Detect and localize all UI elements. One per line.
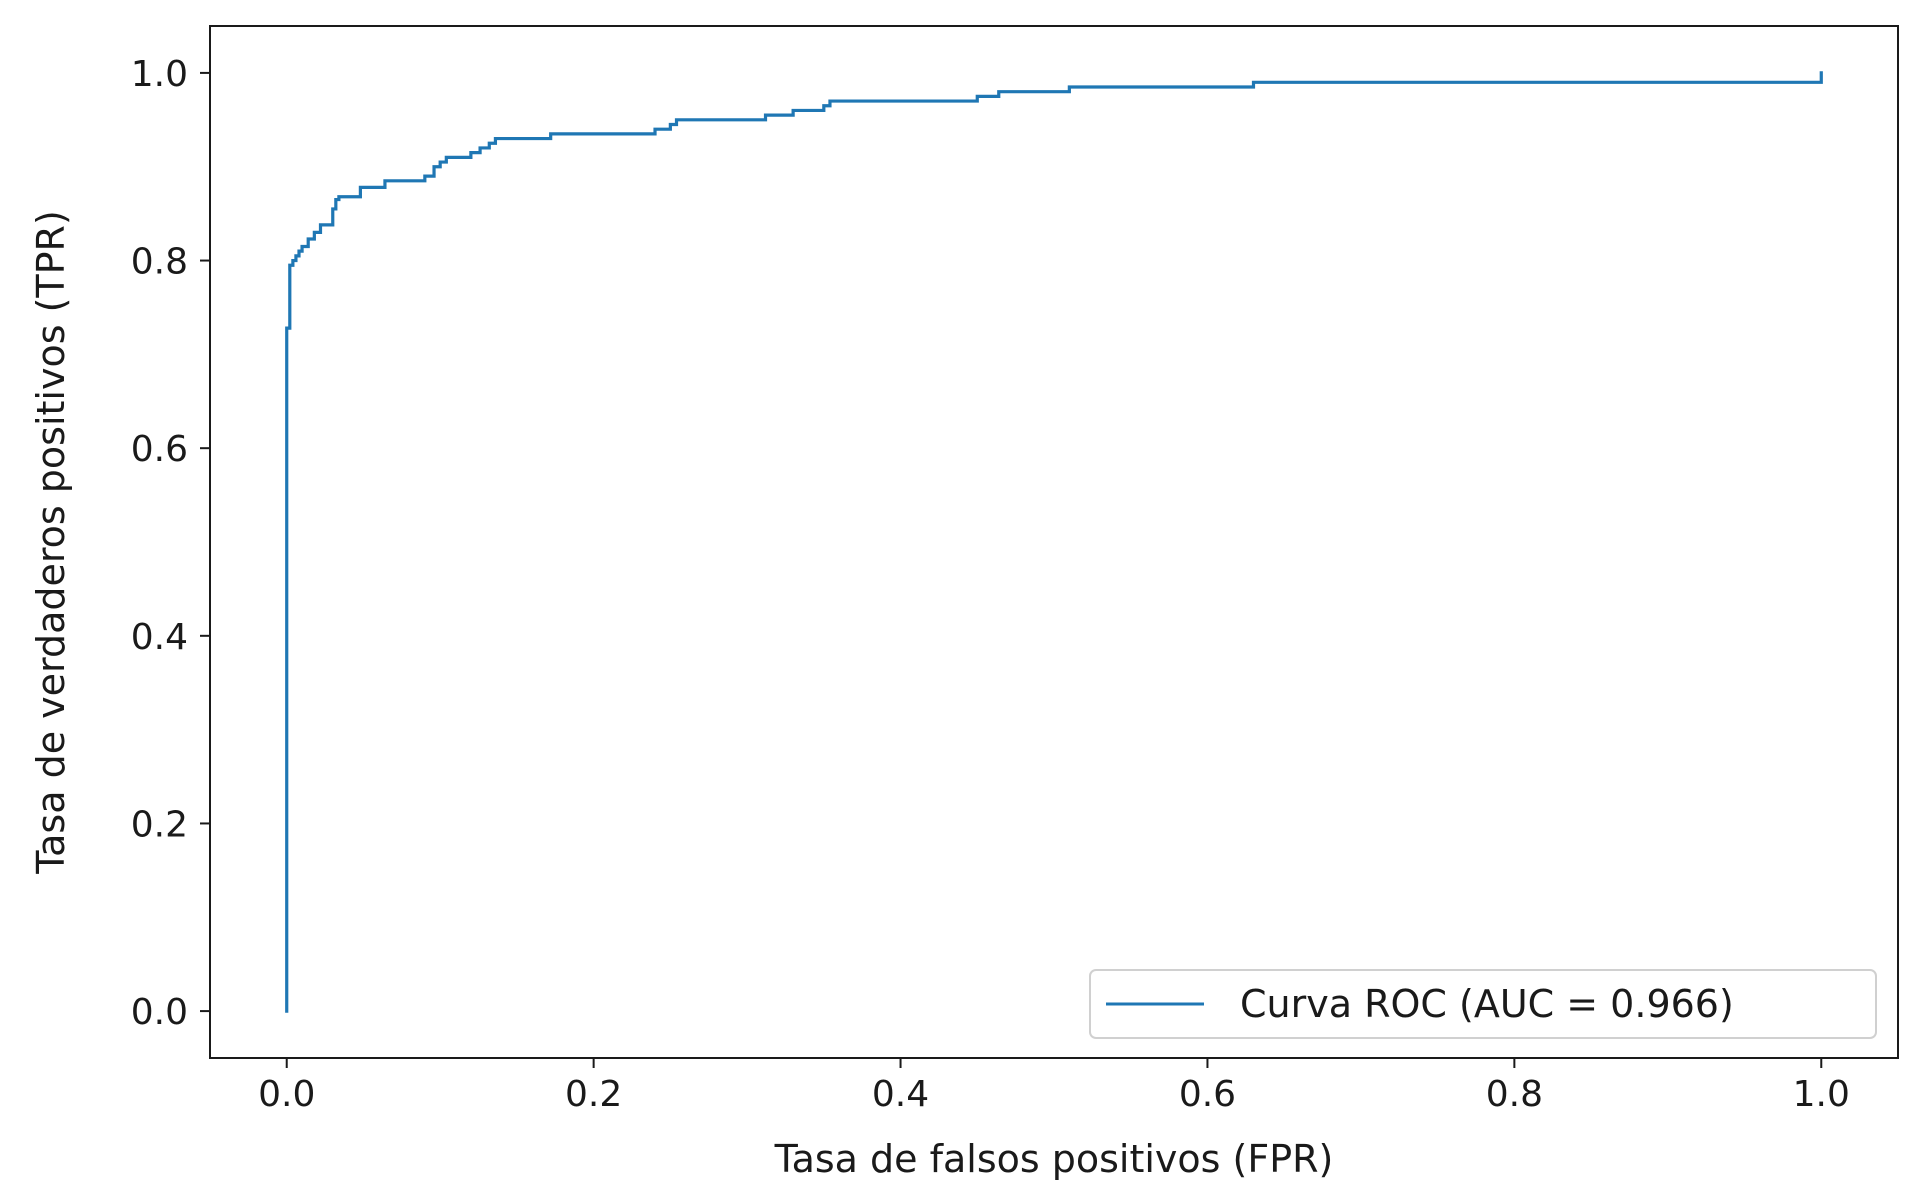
plot-area-frame — [209, 25, 1899, 1059]
y-tick-label: 0.0 — [131, 992, 188, 1033]
x-axis: 0.0 0.2 0.4 0.6 0.8 1.0 — [258, 1058, 1850, 1115]
y-tick-label: 0.6 — [131, 429, 188, 470]
x-tick-label: 0.0 — [258, 1074, 315, 1115]
legend-label: Curva ROC (AUC = 0.966) — [1240, 982, 1734, 1026]
series-layer — [285, 71, 1823, 1013]
y-tick-label: 0.8 — [131, 242, 188, 283]
x-tick-label: 1.0 — [1793, 1074, 1850, 1115]
y-axis: 0.0 0.2 0.4 0.6 0.8 1.0 — [131, 54, 210, 1033]
y-tick-label: 0.4 — [131, 617, 188, 658]
x-tick-label: 0.6 — [1179, 1074, 1236, 1115]
y-tick-label: 0.2 — [131, 804, 188, 845]
legend-box — [1089, 969, 1877, 1039]
x-tick-label: 0.8 — [1486, 1074, 1543, 1115]
y-axis-label: Tasa de verdaderos positivos (TPR) — [29, 210, 73, 875]
x-tick-label: 0.4 — [872, 1074, 929, 1115]
y-tick-label: 1.0 — [131, 54, 188, 95]
x-axis-label: Tasa de falsos positivos (FPR) — [774, 1137, 1334, 1181]
roc-curve-line — [285, 71, 1823, 1013]
x-tick-label: 0.2 — [565, 1074, 622, 1115]
legend: Curva ROC (AUC = 0.966) — [1089, 969, 1877, 1039]
